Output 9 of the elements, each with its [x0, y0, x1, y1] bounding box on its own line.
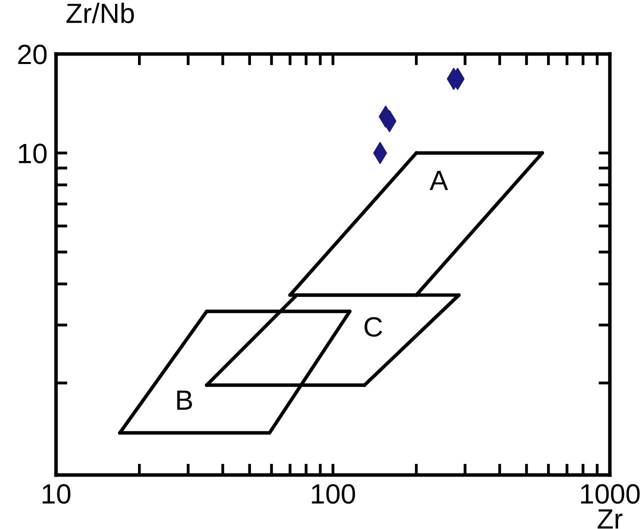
y-tick-label: 20 [18, 44, 47, 64]
x-tick-label: 100 [312, 484, 356, 504]
annotation: A [430, 170, 448, 190]
annotation: C [364, 317, 382, 337]
x-axis-title: Zr [598, 509, 623, 529]
x-tick-label: 1000 [581, 484, 640, 504]
y-axis-title: Zr/Nb [66, 2, 134, 24]
x-tick-label: 10 [42, 484, 70, 504]
annotation: B [177, 390, 192, 410]
